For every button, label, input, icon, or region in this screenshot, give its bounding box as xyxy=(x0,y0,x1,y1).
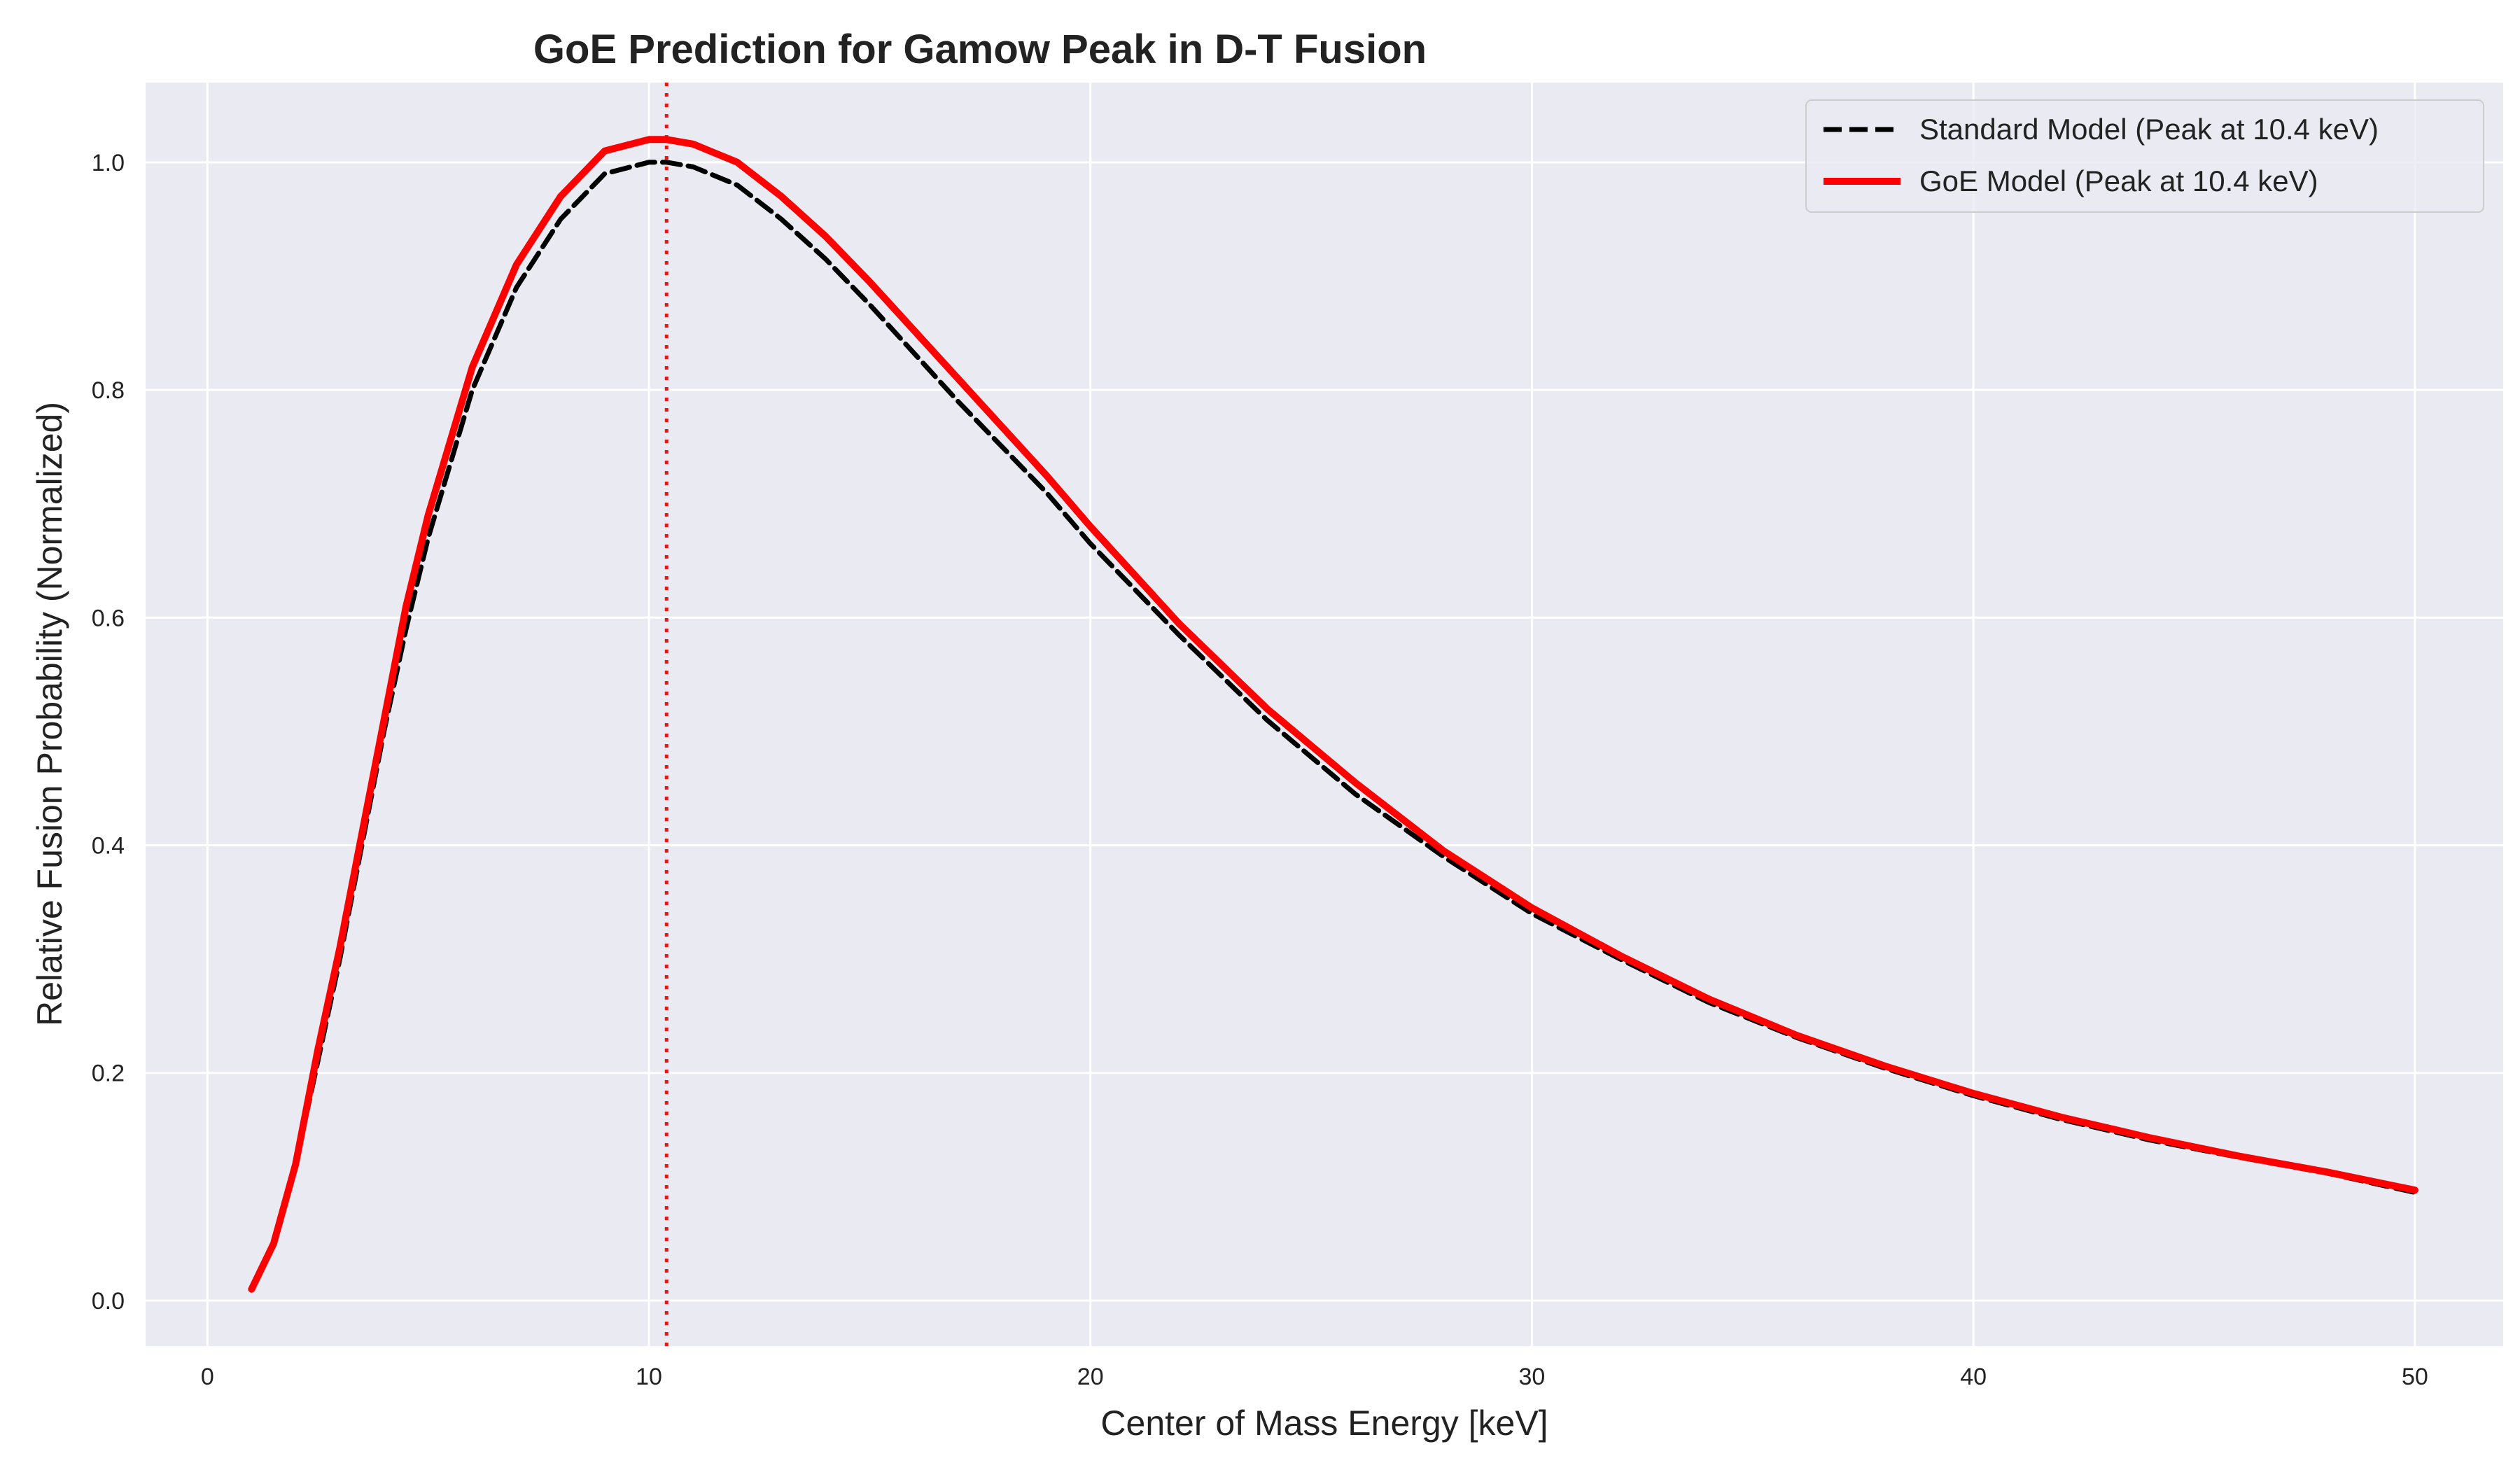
y-tick-label: 0.4 xyxy=(92,833,125,860)
y-tick-label: 0.2 xyxy=(92,1060,125,1087)
x-tick-label: 0 xyxy=(201,1364,214,1390)
y-tick-label: 0.0 xyxy=(92,1288,125,1315)
y-tick-label: 0.8 xyxy=(92,377,125,404)
legend-label-goe-model: GoE Model (Peak at 10.4 keV) xyxy=(1919,164,2318,197)
legend-label-standard-model: Standard Model (Peak at 10.4 keV) xyxy=(1919,113,2379,146)
legend: Standard Model (Peak at 10.4 keV) GoE Mo… xyxy=(1806,100,2484,212)
plot-area xyxy=(146,83,2503,1346)
chart-title: GoE Prediction for Gamow Peak in D-T Fus… xyxy=(533,27,1427,72)
x-tick-label: 40 xyxy=(1960,1364,1987,1390)
x-tick-label: 30 xyxy=(1519,1364,1546,1390)
x-tick-label: 10 xyxy=(636,1364,662,1390)
x-tick-label: 20 xyxy=(1077,1364,1104,1390)
y-tick-label: 0.6 xyxy=(92,605,125,631)
x-axis-label: Center of Mass Energy [keV] xyxy=(1100,1404,1548,1443)
y-axis-label: Relative Fusion Probability (Normalized) xyxy=(30,402,69,1026)
y-tick-label: 1.0 xyxy=(92,150,125,176)
x-tick-label: 50 xyxy=(2402,1364,2428,1390)
